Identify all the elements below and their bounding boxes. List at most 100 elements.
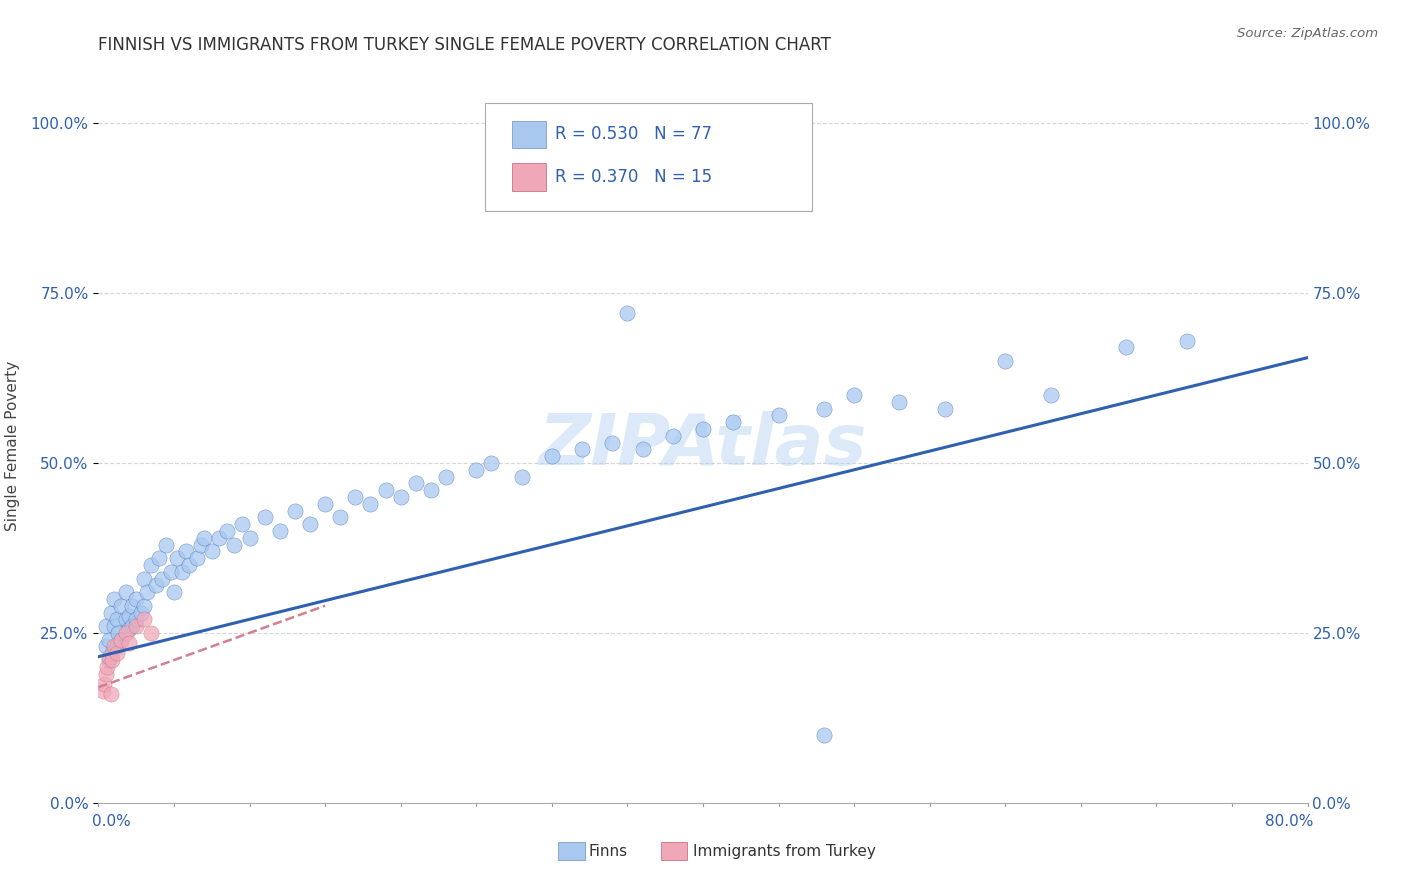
Point xyxy=(166,551,188,566)
Text: ZIPAtlas: ZIPAtlas xyxy=(538,411,868,481)
Point xyxy=(360,497,382,511)
Point xyxy=(481,456,503,470)
Point xyxy=(98,632,121,647)
Point xyxy=(215,524,238,538)
Point xyxy=(405,476,427,491)
Point xyxy=(374,483,396,498)
Point xyxy=(723,415,745,429)
Point xyxy=(132,612,155,626)
Point xyxy=(129,606,152,620)
Point xyxy=(434,469,457,483)
Point xyxy=(160,565,183,579)
Point xyxy=(100,687,122,701)
Point xyxy=(692,422,714,436)
Point xyxy=(190,537,212,551)
Point xyxy=(1039,388,1062,402)
Point xyxy=(179,558,201,572)
Text: FINNISH VS IMMIGRANTS FROM TURKEY SINGLE FEMALE POVERTY CORRELATION CHART: FINNISH VS IMMIGRANTS FROM TURKEY SINGLE… xyxy=(98,36,831,54)
Point xyxy=(105,612,128,626)
Point xyxy=(125,591,148,606)
Point xyxy=(231,517,253,532)
Point xyxy=(94,640,117,654)
Point xyxy=(114,612,136,626)
Text: 80.0%: 80.0% xyxy=(1265,814,1313,829)
Point xyxy=(1175,334,1198,348)
Point xyxy=(118,608,141,623)
Point xyxy=(141,626,163,640)
Point xyxy=(186,551,208,566)
Point xyxy=(170,565,193,579)
Point xyxy=(174,544,197,558)
Text: R = 0.530   N = 77: R = 0.530 N = 77 xyxy=(555,125,713,143)
Point xyxy=(994,354,1017,368)
Bar xyxy=(661,842,688,860)
Point xyxy=(768,409,790,423)
Point xyxy=(125,612,148,626)
Point xyxy=(110,632,132,647)
Text: Immigrants from Turkey: Immigrants from Turkey xyxy=(693,844,876,859)
Point xyxy=(105,646,128,660)
Point xyxy=(344,490,367,504)
Point xyxy=(239,531,262,545)
Point xyxy=(107,626,129,640)
Point xyxy=(98,649,121,664)
Point xyxy=(150,572,173,586)
Point xyxy=(125,619,148,633)
Point xyxy=(145,578,167,592)
Point xyxy=(1115,341,1137,355)
Point xyxy=(844,388,866,402)
Point xyxy=(329,510,352,524)
Point xyxy=(510,469,533,483)
Point xyxy=(163,585,186,599)
FancyBboxPatch shape xyxy=(485,103,811,211)
Text: Finns: Finns xyxy=(588,844,627,859)
Point xyxy=(934,401,956,416)
Text: 0.0%: 0.0% xyxy=(93,814,131,829)
Point xyxy=(299,517,322,532)
Point xyxy=(269,524,291,538)
Point xyxy=(284,503,307,517)
Point xyxy=(813,728,835,742)
Point xyxy=(93,677,115,691)
Point xyxy=(103,619,125,633)
Point xyxy=(114,626,136,640)
Point xyxy=(132,599,155,613)
Point xyxy=(389,490,412,504)
Point xyxy=(98,653,121,667)
Point xyxy=(813,401,835,416)
Point xyxy=(420,483,443,498)
Point xyxy=(91,683,114,698)
Point xyxy=(118,623,141,637)
Point xyxy=(100,606,122,620)
Point xyxy=(110,632,132,647)
Point xyxy=(631,442,654,457)
Point xyxy=(101,653,124,667)
Point xyxy=(224,537,246,551)
Y-axis label: Single Female Poverty: Single Female Poverty xyxy=(4,361,20,531)
Point xyxy=(105,640,128,654)
Text: R = 0.370   N = 15: R = 0.370 N = 15 xyxy=(555,168,713,186)
Point xyxy=(94,666,117,681)
Bar xyxy=(558,842,585,860)
Text: Source: ZipAtlas.com: Source: ZipAtlas.com xyxy=(1237,27,1378,40)
Point xyxy=(96,660,118,674)
Point xyxy=(118,636,141,650)
Point xyxy=(141,558,163,572)
Point xyxy=(661,429,683,443)
Point xyxy=(121,599,143,613)
Bar xyxy=(512,163,546,191)
Point xyxy=(135,585,157,599)
Point xyxy=(889,394,911,409)
Point xyxy=(94,619,117,633)
Point xyxy=(101,646,124,660)
Point xyxy=(314,497,336,511)
Bar xyxy=(512,120,546,148)
Point xyxy=(155,537,177,551)
Point xyxy=(193,531,215,545)
Point xyxy=(208,531,231,545)
Point xyxy=(602,435,624,450)
Point xyxy=(540,449,562,463)
Point xyxy=(103,640,125,654)
Point xyxy=(103,591,125,606)
Point xyxy=(148,551,170,566)
